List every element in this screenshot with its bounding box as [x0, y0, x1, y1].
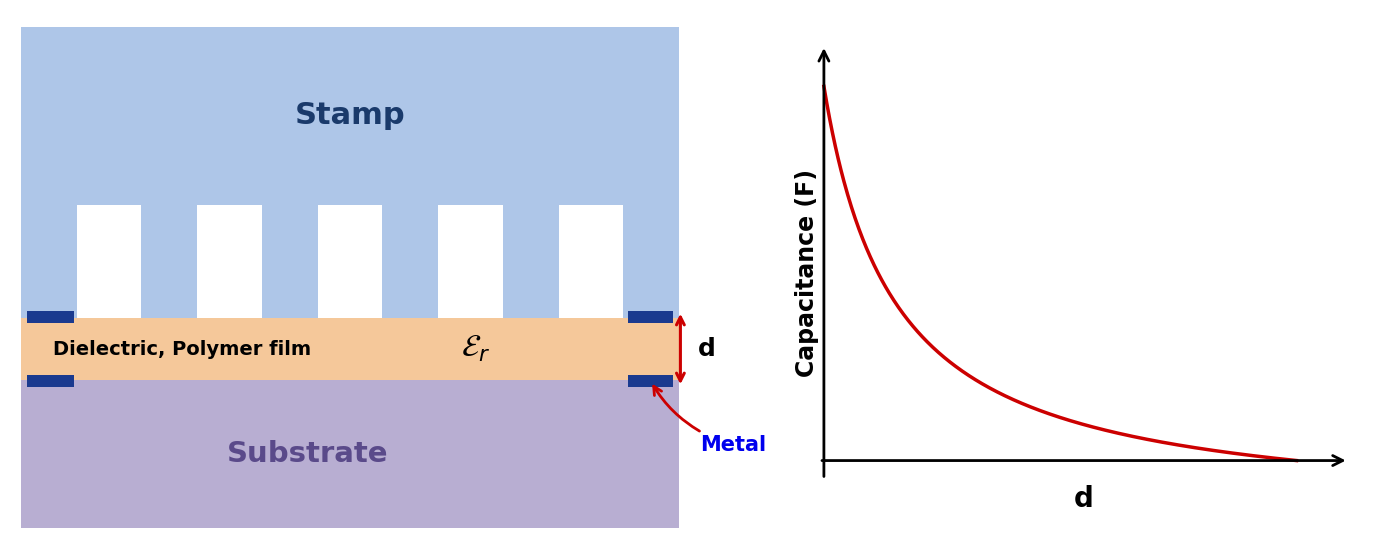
Bar [559, 205, 623, 318]
Bar [318, 205, 382, 318]
Bar [27, 311, 74, 323]
Bar [627, 311, 673, 323]
Bar [438, 205, 503, 318]
Bar [27, 375, 74, 387]
Bar [77, 205, 141, 318]
Text: Dielectric, Polymer film: Dielectric, Polymer film [53, 340, 311, 358]
Text: Substrate: Substrate [227, 440, 389, 468]
Bar [21, 380, 679, 528]
Text: Stamp: Stamp [294, 101, 406, 130]
Bar [21, 27, 679, 318]
Text: d: d [697, 337, 715, 361]
Bar [627, 375, 673, 387]
Text: $\mathcal{E}_r$: $\mathcal{E}_r$ [462, 334, 490, 364]
Text: Metal: Metal [654, 386, 766, 455]
Bar [197, 205, 262, 318]
Text: Capacitance (F): Capacitance (F) [795, 169, 819, 377]
Bar [21, 318, 679, 380]
Text: d: d [1074, 485, 1093, 513]
